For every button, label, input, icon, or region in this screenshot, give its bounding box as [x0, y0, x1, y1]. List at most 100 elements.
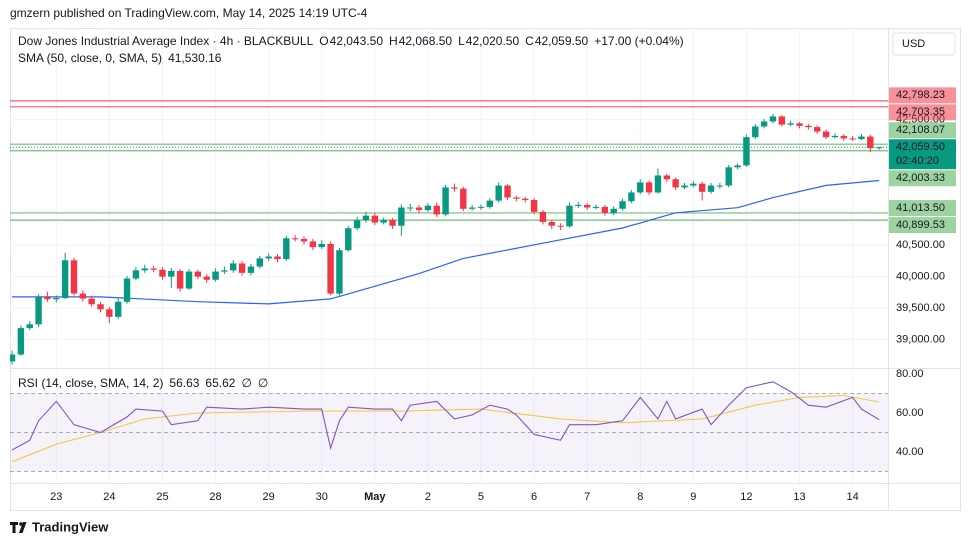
candle-body	[176, 270, 184, 289]
x-tick-label: 7	[584, 491, 590, 503]
candle-body	[513, 197, 520, 199]
candle-body	[875, 147, 883, 149]
candle-body	[858, 136, 865, 140]
candle-body	[230, 263, 237, 271]
candle-body	[415, 207, 423, 211]
x-tick-label: 29	[263, 491, 275, 503]
x-tick-label: 24	[103, 491, 115, 503]
candle-body	[619, 201, 626, 209]
frame	[10, 28, 961, 511]
countdown-label: 02:40:20	[896, 155, 939, 167]
candle-body	[716, 185, 724, 187]
rsi-legend: RSI (14, close, SMA, 14, 2)	[18, 376, 163, 390]
candle-body	[769, 116, 777, 122]
candle-body	[548, 221, 555, 226]
y-tick-label: 80.00	[896, 368, 924, 380]
currency-label: USD	[902, 38, 925, 50]
candle-body	[212, 271, 219, 280]
currency-box	[892, 32, 956, 56]
rsi-line	[11, 381, 880, 451]
candle-body	[221, 270, 228, 272]
candle-body	[645, 182, 653, 193]
candle-body	[451, 187, 458, 189]
level-label: 42,703.35	[896, 106, 945, 118]
candle-body	[345, 228, 352, 251]
candle-body	[707, 185, 715, 192]
candle-body	[106, 309, 113, 317]
candle-body	[265, 256, 272, 259]
candle-body	[743, 137, 750, 166]
candle-body	[203, 276, 210, 280]
level-label: 42,798.23	[896, 89, 945, 101]
x-tick-label: 5	[478, 491, 484, 503]
candle-body	[867, 136, 874, 149]
x-tick-label: 12	[740, 491, 752, 503]
candle-body	[681, 185, 688, 188]
candle-body	[256, 258, 263, 267]
candle-body	[822, 131, 830, 138]
candle-body	[760, 121, 768, 127]
candle-body	[371, 215, 379, 223]
legend-key: L	[458, 34, 465, 48]
candle-body	[557, 225, 564, 227]
level-label-bg	[889, 122, 956, 139]
candle-body	[115, 301, 122, 317]
candle-body	[654, 175, 662, 193]
candle-body	[566, 205, 573, 227]
legend-key: H	[389, 34, 398, 48]
level-label-bg	[889, 87, 956, 104]
level-label: 41,013.50	[896, 202, 945, 214]
level-label-bg	[889, 104, 956, 121]
candle-body	[725, 167, 732, 186]
candle-body	[407, 207, 414, 209]
rsi-legend-value: 65.62	[205, 376, 235, 390]
candle-body	[70, 260, 78, 294]
candle-body	[734, 165, 741, 168]
candle-body	[814, 127, 821, 132]
candle-body	[291, 238, 299, 240]
y-tick-label: 40,000.00	[896, 271, 945, 283]
candle-body	[849, 138, 856, 140]
footer-brand: TradingView	[32, 519, 109, 534]
x-tick-label: 13	[793, 491, 805, 503]
logo-mark	[10, 522, 18, 533]
candle-body	[150, 268, 157, 270]
candle-body	[424, 205, 432, 211]
candle-body	[575, 205, 582, 207]
candle-body	[805, 125, 812, 128]
candle-body	[601, 206, 609, 214]
candle-body	[539, 211, 547, 222]
x-tick-label: 23	[50, 491, 62, 503]
candle-body	[194, 271, 202, 277]
rsi-legend-extra: ∅	[241, 376, 251, 390]
legend-key: C	[525, 34, 534, 48]
candle-body	[17, 328, 25, 355]
candle-body	[336, 250, 343, 294]
candle-body	[327, 243, 334, 294]
sma-line	[12, 179, 880, 305]
x-tick-label: 8	[637, 491, 643, 503]
x-tick-label: 28	[209, 491, 221, 503]
candle-body	[592, 206, 600, 208]
candle-body	[637, 182, 644, 193]
candle-body	[44, 296, 51, 300]
candle-body	[433, 205, 440, 215]
legend-change: +17.00 (+0.04%)	[594, 34, 683, 48]
y-tick-label: 39,000.00	[896, 333, 945, 345]
sma-legend: SMA (50, close, 0, SMA, 5)	[18, 51, 162, 65]
candle-body	[88, 298, 95, 305]
candle-body	[787, 123, 794, 125]
candle-body	[26, 324, 33, 329]
x-tick-label: 25	[156, 491, 168, 503]
candle-body	[247, 266, 255, 273]
candle-body	[698, 183, 706, 192]
candle-body	[442, 187, 449, 215]
candle-body	[123, 278, 131, 302]
candle-body	[752, 126, 759, 138]
y-tick-label: 40.00	[896, 446, 924, 458]
logo-mark	[19, 522, 27, 533]
candle-body	[35, 296, 42, 325]
candle-body	[522, 198, 529, 200]
level-label: 40,899.53	[896, 219, 945, 231]
candle-body	[168, 270, 175, 277]
